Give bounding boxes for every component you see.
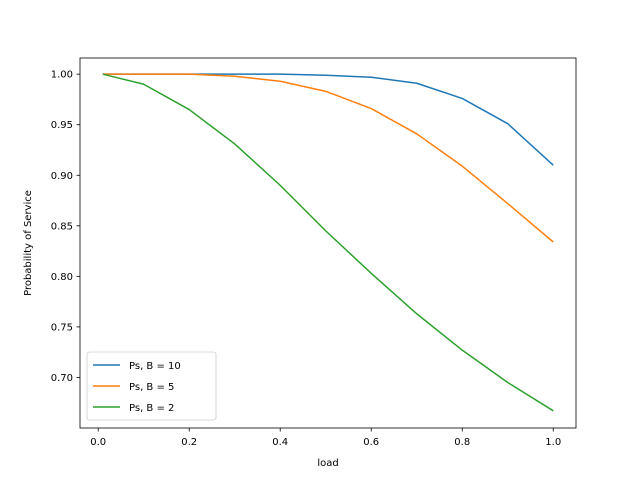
legend-label-2: Ps, B = 5 bbox=[129, 382, 174, 393]
legend-label-1: Ps, B = 10 bbox=[129, 361, 181, 372]
y-tick-label: 0.70 bbox=[51, 373, 73, 384]
x-tick-label: 1.0 bbox=[545, 437, 561, 448]
series-layer bbox=[102, 73, 554, 412]
x-tick-label: 0.4 bbox=[272, 437, 288, 448]
legend: Ps, B = 10 Ps, B = 5 Ps, B = 2 bbox=[86, 351, 217, 421]
y-tick-label: 0.85 bbox=[51, 221, 73, 232]
y-tick-label: 0.75 bbox=[51, 322, 73, 333]
x-tick-label: 0.6 bbox=[363, 437, 379, 448]
y-axis-label: Probability of Service bbox=[23, 190, 34, 296]
x-axis-ticks: 0.0 0.2 0.4 0.6 0.8 1.0 bbox=[90, 428, 561, 448]
y-tick-label: 0.95 bbox=[51, 120, 73, 131]
y-axis-ticks: 0.70 0.75 0.80 0.85 0.90 0.95 1.00 bbox=[51, 70, 80, 384]
y-tick-label: 0.90 bbox=[51, 171, 73, 182]
x-tick-label: 0.8 bbox=[454, 437, 470, 448]
legend-label-3: Ps, B = 2 bbox=[129, 403, 174, 414]
x-tick-label: 0.2 bbox=[181, 437, 197, 448]
series-line-3 bbox=[102, 73, 554, 412]
series-line-2 bbox=[102, 73, 554, 243]
plot-frame bbox=[79, 57, 577, 429]
x-axis-label: load bbox=[317, 458, 338, 469]
y-tick-label: 1.00 bbox=[51, 70, 73, 81]
legend-box bbox=[86, 351, 217, 421]
x-tick-label: 0.0 bbox=[90, 437, 106, 448]
y-tick-label: 0.80 bbox=[51, 272, 73, 283]
